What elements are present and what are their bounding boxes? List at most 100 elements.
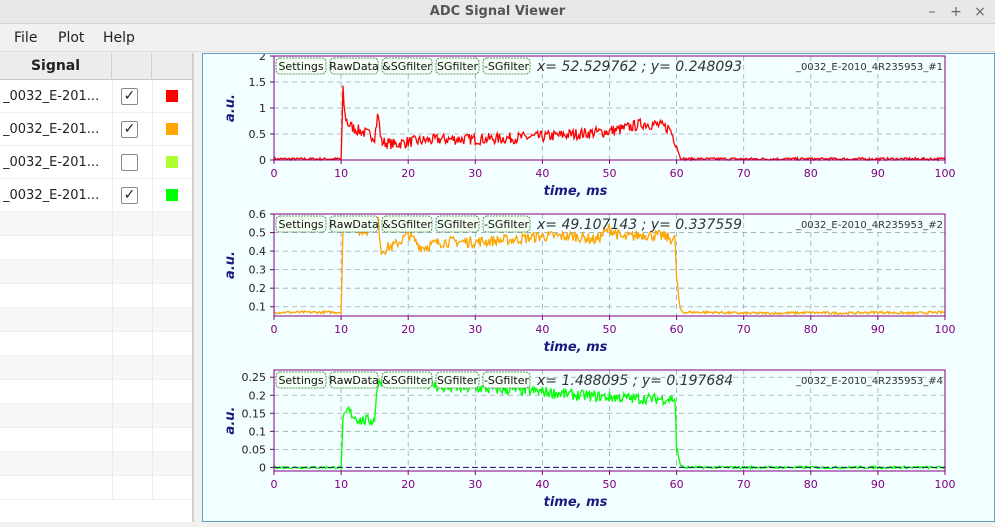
visible-checkbox[interactable]: [121, 154, 138, 171]
toolbar-button[interactable]: -SGfilter: [482, 215, 531, 233]
menu-file[interactable]: File: [14, 30, 38, 46]
signal-name: _0032_E-201...: [3, 89, 100, 104]
empty-row: [0, 404, 192, 428]
toolbar-button[interactable]: RawData: [329, 371, 379, 389]
x-tick-label: 80: [804, 167, 818, 180]
toolbar-button-label: &SGfilter: [382, 374, 432, 387]
table-row[interactable]: _0032_E-201... ✓: [0, 113, 192, 146]
coordinate-readout: x= 52.529762 ; y= 0.248093: [536, 59, 742, 75]
x-tick-label: 30: [468, 167, 482, 180]
y-tick-label: 0.6: [249, 208, 267, 221]
y-tick-label: 1.5: [249, 76, 267, 89]
x-tick-label: 90: [871, 167, 885, 180]
chart-panel: 0 10 20 30 40 50 60 70 80 90 100 0.1 0.2 0.3 0.4 0.5 0.6…: [223, 208, 956, 355]
chart-panel: 0 10 20 30 40 50 60 70 80 90 100 0 0.05 0.1 0.15 0.2 0.2…: [223, 369, 956, 510]
y-tick-label: 0.3: [249, 264, 267, 277]
empty-row: [0, 380, 192, 404]
x-tick-label: 20: [401, 167, 415, 180]
color-swatch[interactable]: [166, 156, 178, 168]
signal-name: _0032_E-201...: [3, 188, 100, 203]
toolbar-button[interactable]: Settings: [275, 57, 327, 75]
column-header-visible[interactable]: [112, 53, 152, 80]
color-swatch[interactable]: [166, 90, 178, 102]
x-tick-label: 100: [935, 323, 956, 336]
y-tick-label: 0.5: [249, 128, 267, 141]
x-tick-label: 90: [871, 478, 885, 491]
x-tick-label: 80: [804, 478, 818, 491]
minimize-icon[interactable]: –: [928, 4, 936, 20]
toolbar-button[interactable]: SGfilter: [435, 215, 480, 233]
toolbar-button-border: [329, 57, 379, 75]
toolbar-button[interactable]: SGfilter: [435, 57, 480, 75]
x-tick-label: 0: [271, 167, 278, 180]
signal-label: _0032_E-2010_4R235953_#2: [795, 220, 943, 231]
toolbar-button-border: [381, 371, 433, 389]
toolbar-button-label: -SGfilter: [484, 218, 530, 231]
y-tick-label: 0.2: [249, 389, 267, 402]
toolbar-button-border: [275, 371, 327, 389]
color-swatch[interactable]: [166, 123, 178, 135]
plot-area: 0 10 20 30 40 50 60 70 80 90 100 0 0.5 1 1.5 2 time, ms a…: [202, 50, 995, 523]
toolbar-button[interactable]: &SGfilter: [381, 57, 433, 75]
x-tick-label: 10: [334, 167, 348, 180]
x-tick-label: 0: [271, 323, 278, 336]
window-titlebar: ADC Signal Viewer – + ×: [0, 0, 995, 24]
toolbar-button-border: [329, 371, 379, 389]
y-tick-label: 0.2: [249, 282, 267, 295]
signal-table: Signal _0032_E-201... ✓ _0032_E-201... ✓ _00…: [0, 53, 194, 522]
color-swatch[interactable]: [166, 189, 178, 201]
toolbar-button[interactable]: &SGfilter: [381, 215, 433, 233]
toolbar-button-border: [381, 215, 433, 233]
y-tick-label: 0.25: [242, 371, 267, 384]
toolbar-button[interactable]: Settings: [275, 371, 327, 389]
toolbar-button[interactable]: RawData: [329, 57, 379, 75]
menu-plot[interactable]: Plot: [58, 30, 85, 46]
toolbar-button[interactable]: Settings: [275, 215, 327, 233]
visible-checkbox[interactable]: ✓: [121, 187, 138, 204]
close-icon[interactable]: ×: [974, 4, 986, 20]
visible-checkbox[interactable]: ✓: [121, 121, 138, 138]
toolbar-button[interactable]: SGfilter: [435, 371, 480, 389]
toolbar-button[interactable]: RawData: [329, 215, 379, 233]
toolbar-button-label: Settings: [278, 218, 323, 231]
toolbar-button-label: Settings: [278, 374, 323, 387]
y-tick-label: 0.4: [249, 245, 267, 258]
empty-row: [0, 428, 192, 452]
toolbar-button-label: RawData: [329, 60, 378, 73]
toolbar-button-label: &SGfilter: [382, 218, 432, 231]
x-tick-label: 40: [535, 323, 549, 336]
toolbar-button[interactable]: -SGfilter: [482, 57, 531, 75]
x-tick-label: 30: [468, 478, 482, 491]
x-axis-label: time, ms: [544, 495, 608, 510]
x-tick-label: 60: [670, 478, 684, 491]
visible-checkbox[interactable]: ✓: [121, 88, 138, 105]
y-axis-label: a.u.: [223, 251, 238, 279]
table-row[interactable]: _0032_E-201...: [0, 146, 192, 179]
menu-help[interactable]: Help: [103, 30, 135, 46]
toolbar-button[interactable]: -SGfilter: [482, 371, 531, 389]
toolbar-button-border: [435, 215, 480, 233]
toolbar-button-label: -SGfilter: [484, 374, 530, 387]
toolbar-button[interactable]: &SGfilter: [381, 371, 433, 389]
empty-row: [0, 284, 192, 308]
coordinate-readout: x= 1.488095 ; y= 0.197684: [536, 373, 733, 389]
x-tick-label: 50: [603, 478, 617, 491]
y-tick-label: 0.05: [242, 443, 267, 456]
x-axis-label: time, ms: [544, 340, 608, 355]
toolbar-button-border: [435, 371, 480, 389]
x-tick-label: 100: [935, 167, 956, 180]
y-tick-label: 0.1: [249, 301, 267, 314]
maximize-icon[interactable]: +: [950, 4, 962, 20]
x-tick-label: 70: [737, 167, 751, 180]
x-tick-label: 50: [603, 167, 617, 180]
table-row[interactable]: _0032_E-201... ✓: [0, 80, 192, 113]
table-row[interactable]: _0032_E-201... ✓: [0, 179, 192, 212]
chart-panel: 0 10 20 30 40 50 60 70 80 90 100 0 0.5 1 1.5 2 time, ms a…: [223, 50, 956, 199]
toolbar-button-label: SGfilter: [437, 218, 479, 231]
toolbar-button-border: [275, 215, 327, 233]
x-tick-label: 30: [468, 323, 482, 336]
x-tick-label: 60: [670, 167, 684, 180]
column-header-signal[interactable]: Signal: [0, 53, 112, 80]
y-axis-label: a.u.: [223, 407, 238, 435]
